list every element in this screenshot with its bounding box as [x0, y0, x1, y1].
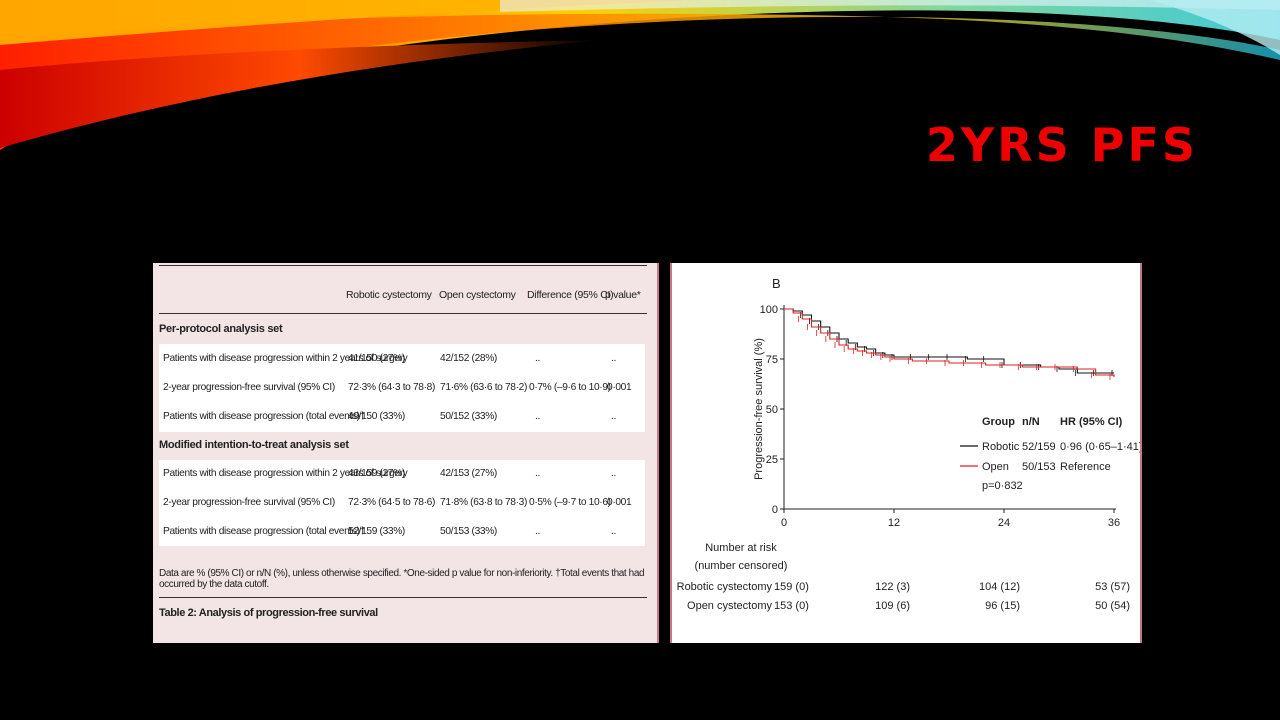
- cell-open: 42/153 (27%): [440, 468, 497, 479]
- legend-n: 52/159: [1022, 441, 1056, 453]
- cell-robotic: 41/150 (27%): [348, 353, 405, 364]
- cell-robotic: 52/159 (33%): [348, 526, 405, 537]
- cell-robotic: 72·3% (64·5 to 78·6): [348, 497, 436, 508]
- cell-open: 42/152 (28%): [440, 353, 497, 364]
- row-label: 2-year progression-free survival (95% CI…: [163, 382, 335, 393]
- legend-header-group: Group: [982, 416, 1015, 428]
- cell-pvalue: ..: [611, 353, 616, 364]
- y-tick-label: 25: [766, 454, 778, 466]
- risk-table-title: Number at risk: [705, 542, 777, 554]
- x-tick-label: 36: [1108, 517, 1120, 529]
- row-label: Patients with disease progression within…: [163, 353, 408, 364]
- table-footnote: Data are % (95% CI) or n/N (%), unless o…: [159, 568, 645, 590]
- cell-open: 50/153 (33%): [440, 526, 497, 537]
- x-tick-label: 12: [888, 517, 900, 529]
- y-axis-label: Progression-free survival (%): [753, 338, 765, 480]
- col-header-robotic: Robotic cystectomy: [346, 289, 432, 301]
- risk-value: 122 (3): [875, 581, 910, 593]
- rainbow-banner: [0, 0, 1280, 150]
- legend-group: Robotic: [982, 441, 1020, 453]
- cell-open: 71·8% (63·8 to 78·3): [440, 497, 528, 508]
- cell-difference: ..: [535, 411, 540, 422]
- cell-robotic: 43/159 (27%): [348, 468, 405, 479]
- risk-value: 53 (57): [1095, 581, 1130, 593]
- header-rule: [159, 313, 647, 314]
- risk-table-subtitle: (number censored): [695, 560, 788, 572]
- cell-difference: ..: [535, 468, 540, 479]
- risk-value: 159 (0): [774, 581, 809, 593]
- x-tick-label: 24: [998, 517, 1010, 529]
- pfs-table-panel: Robotic cystectomy Open cystectomy Diffe…: [153, 263, 659, 643]
- x-tick-label: 0: [781, 517, 787, 529]
- slide-title: 2YRS PFS: [925, 118, 1198, 172]
- section-title-mitt: Modified intention-to-treat analysis set: [159, 439, 349, 451]
- y-tick-label: 50: [766, 404, 778, 416]
- section-title-per-protocol: Per-protocol analysis set: [159, 323, 283, 335]
- cell-difference: ..: [535, 526, 540, 537]
- risk-value: 153 (0): [774, 600, 809, 612]
- legend-header-hr: HR (95% CI): [1060, 416, 1123, 428]
- table-top-rule: [159, 265, 647, 266]
- col-header-difference: Difference (95% CI): [527, 289, 614, 301]
- section-rows-per-protocol: Patients with disease progression within…: [159, 344, 645, 432]
- cell-robotic: 72·3% (64·3 to 78·8): [348, 382, 436, 393]
- km-chart: B 0 25 50 75 100 0 12 24 36 Progression-free survi…: [677, 276, 1140, 612]
- risk-value: 96 (15): [985, 600, 1020, 612]
- cell-difference: 0·7% (–9·6 to 10·9): [529, 382, 611, 393]
- km-chart-panel: B 0 25 50 75 100 0 12 24 36 Progression-free survi…: [670, 263, 1142, 643]
- caption-rule: [159, 597, 647, 598]
- cell-pvalue: 0·001: [607, 382, 632, 393]
- cell-pvalue: ..: [611, 411, 616, 422]
- row-label: Patients with disease progression (total…: [163, 411, 365, 422]
- cell-pvalue: ..: [611, 468, 616, 479]
- cell-difference: 0·5% (–9·7 to 10·6): [529, 497, 611, 508]
- legend-hr: 0·96 (0·65–1·41): [1060, 441, 1140, 453]
- legend-hr: Reference: [1060, 461, 1111, 473]
- cell-open: 71·6% (63·6 to 78·2): [440, 382, 528, 393]
- legend-group: Open: [982, 461, 1009, 473]
- risk-value: 50 (54): [1095, 600, 1130, 612]
- cell-open: 50/152 (33%): [440, 411, 497, 422]
- row-label: 2-year progression-free survival (95% CI…: [163, 497, 335, 508]
- panel-label: B: [772, 276, 781, 291]
- cell-pvalue: 0·001: [607, 497, 632, 508]
- risk-value: 104 (12): [979, 581, 1020, 593]
- y-tick-label: 75: [766, 354, 778, 366]
- row-label: Patients with disease progression (total…: [163, 526, 365, 537]
- series-line-robotic: [784, 308, 1114, 374]
- risk-value: 109 (6): [875, 600, 910, 612]
- table-caption: Table 2: Analysis of progression-free su…: [159, 607, 378, 619]
- section-rows-mitt: Patients with disease progression within…: [159, 460, 645, 546]
- series-line-open: [784, 308, 1115, 377]
- y-tick-label: 100: [760, 304, 778, 316]
- legend-pvalue: p=0·832: [982, 480, 1023, 492]
- cell-robotic: 49/150 (33%): [348, 411, 405, 422]
- col-header-pvalue: p value*: [605, 289, 641, 301]
- y-tick-label: 0: [772, 504, 778, 516]
- cell-difference: ..: [535, 353, 540, 364]
- risk-row-label: Open cystectomy: [687, 600, 772, 612]
- row-label: Patients with disease progression within…: [163, 468, 408, 479]
- risk-row-label: Robotic cystectomy: [677, 581, 773, 593]
- col-header-open: Open cystectomy: [439, 289, 516, 301]
- legend-header-n: n/N: [1022, 416, 1040, 428]
- cell-pvalue: ..: [611, 526, 616, 537]
- legend-n: 50/153: [1022, 461, 1056, 473]
